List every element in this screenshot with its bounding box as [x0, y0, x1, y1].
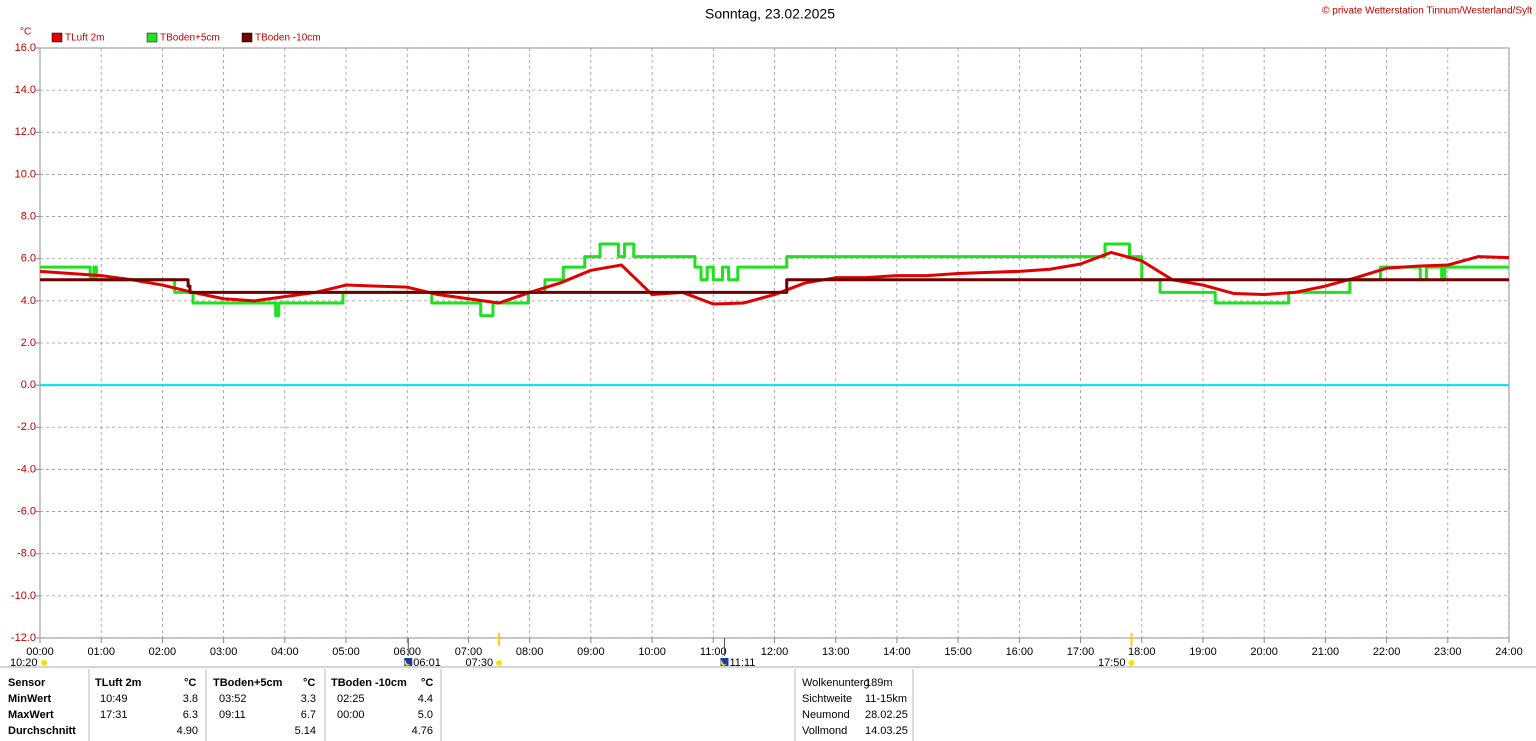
table-header: TBoden -10cm [331, 677, 407, 689]
row-label: Durchschnitt [8, 725, 76, 737]
y-tick-label: 16.0 [15, 42, 36, 54]
y-tick-label: 6.0 [21, 253, 36, 265]
x-tick-label: 10:00 [638, 646, 666, 658]
x-tick-label: 07:00 [455, 646, 483, 658]
table-header: Sensor [8, 677, 46, 689]
x-tick-label: 15:00 [944, 646, 972, 658]
table-cell: 5.14 [295, 725, 316, 737]
y-tick-label: 12.0 [15, 126, 36, 138]
table-cell: 4.76 [412, 725, 433, 737]
legend-swatch [241, 32, 253, 43]
table-cell: 17:31 [100, 709, 128, 721]
info-label: Wolkenunterg [802, 677, 870, 689]
x-tick-label: 02:00 [149, 646, 177, 658]
table-cell: 02:25 [337, 693, 365, 705]
event-label: 17:50 [1098, 657, 1126, 669]
series-line [40, 278, 1509, 294]
sun-icon [41, 660, 47, 666]
x-tick-label: 00:00 [26, 646, 54, 658]
event-label: 06:01 [413, 657, 441, 669]
x-tick-label: 09:00 [577, 646, 605, 658]
moon-shape [720, 660, 727, 666]
info-label: Vollmond [802, 725, 847, 737]
x-tick-label: 08:00 [516, 646, 544, 658]
x-tick-label: 12:00 [761, 646, 789, 658]
x-tick-label: 04:00 [271, 646, 299, 658]
info-value: 11-15km [865, 693, 907, 705]
sun-icon [496, 660, 503, 666]
table-cell: 5.0 [418, 709, 433, 721]
table-header: °C [184, 677, 196, 689]
table-separators [88, 669, 914, 741]
x-tick-label: 14:00 [883, 646, 911, 658]
x-tick-label: 20:00 [1250, 646, 1278, 658]
y-tick-label: 4.0 [21, 295, 36, 307]
y-tick-label: 2.0 [21, 337, 36, 349]
table-header: TLuft 2m [95, 677, 142, 689]
series-line [39, 250, 1510, 306]
info-value: 28.02.25 [865, 709, 908, 721]
info-value: 14.03.25 [865, 725, 908, 737]
table-cell: 6.3 [183, 709, 198, 721]
x-tick-label: 19:00 [1189, 646, 1217, 658]
table-cell: 4.4 [418, 693, 433, 705]
legend-swatch [146, 32, 158, 43]
y-tick-label: 0.0 [21, 379, 36, 391]
x-tick-label: 21:00 [1312, 646, 1340, 658]
moon-icon [404, 658, 413, 666]
y-axis-label: °C [20, 27, 31, 38]
x-tick-label: 18:00 [1128, 646, 1156, 658]
chart-title: Sonntag, 23.02.2025 [705, 6, 835, 22]
y-tick-label: 14.0 [15, 84, 36, 96]
legend-label: TBoden+5cm [160, 33, 220, 44]
table-cell: 10:49 [100, 693, 128, 705]
y-tick-label: -8.0 [17, 548, 36, 560]
y-tick-label: -4.0 [17, 463, 36, 475]
info-value: 189m [865, 677, 893, 689]
table-cell: 6.7 [301, 709, 316, 721]
moon-shape [404, 660, 411, 666]
table-header: °C [421, 677, 433, 689]
x-tick-label: 05:00 [332, 646, 360, 658]
info-label: Sichtweite [802, 693, 852, 705]
x-tick-label: 13:00 [822, 646, 850, 658]
x-tick-label: 22:00 [1373, 646, 1401, 658]
sun-icon [1128, 660, 1135, 666]
legend-label: TBoden -10cm [255, 33, 321, 44]
info-label: Neumond [802, 709, 850, 721]
table-cell: 03:52 [219, 693, 247, 705]
day-length: 10:20 [10, 657, 38, 669]
row-label: MinWert [8, 693, 52, 705]
table-cell: 09:11 [219, 709, 246, 721]
y-tick-label: -10.0 [11, 590, 36, 602]
moon-icon [720, 658, 729, 666]
event-label: 11:11 [729, 657, 755, 669]
legend-label: TLuft 2m [65, 33, 104, 44]
x-tick-label: 23:00 [1434, 646, 1462, 658]
x-tick-label: 11:00 [700, 646, 727, 658]
y-tick-label: -12.0 [11, 632, 36, 644]
x-tick-label: 17:00 [1067, 646, 1095, 658]
table-cell: 3.8 [183, 693, 198, 705]
x-tick-label: 24:00 [1495, 646, 1523, 658]
table-cell: 00:00 [337, 709, 365, 721]
x-tick-label: 16:00 [1006, 646, 1034, 658]
event-label: 07:30 [466, 657, 494, 669]
table-header: TBoden+5cm [213, 677, 283, 689]
y-tick-label: 8.0 [21, 210, 36, 222]
legend-swatch [51, 32, 63, 43]
x-tick-label: 01:00 [87, 646, 115, 658]
row-label: MaxWert [8, 709, 54, 721]
x-tick-label: 06:00 [393, 646, 421, 658]
copyright: © private Wetterstation Tinnum/Westerlan… [1322, 6, 1532, 17]
table-cell: 4.90 [177, 725, 198, 737]
table-header: °C [303, 677, 315, 689]
table-cell: 3.3 [301, 693, 316, 705]
y-tick-label: 10.0 [15, 168, 36, 180]
y-tick-label: -6.0 [17, 505, 36, 517]
y-tick-label: -2.0 [17, 421, 36, 433]
x-tick-label: 03:00 [210, 646, 238, 658]
